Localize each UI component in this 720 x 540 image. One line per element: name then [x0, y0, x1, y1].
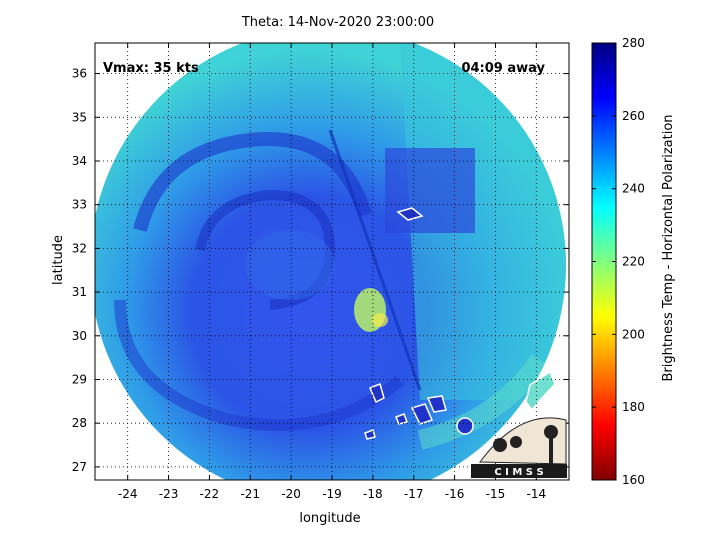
- edge-ring: [417, 354, 549, 450]
- x-axis-label: longitude: [299, 511, 360, 526]
- x-tick-label: -16: [445, 487, 465, 501]
- y-tick-label: 35: [72, 110, 87, 124]
- y-tick-label: 34: [72, 154, 87, 168]
- x-tick-label: -19: [322, 487, 342, 501]
- x-tick-label: -18: [363, 487, 383, 501]
- y-tick-label: 30: [72, 329, 87, 343]
- vmax-label: Vmax: 35 kts: [103, 61, 199, 76]
- gridlines: [95, 43, 569, 480]
- y-tick-label: 29: [72, 372, 87, 386]
- logo-tower-tank: [544, 425, 558, 439]
- logo-tower: [549, 438, 553, 464]
- colorbar-tick-label: 180: [622, 400, 645, 414]
- away-label: 04:09 away: [461, 61, 545, 76]
- x-tick-label: -23: [159, 487, 179, 501]
- colorbar-tick-label: 240: [622, 182, 645, 196]
- y-tick-label: 33: [72, 198, 87, 212]
- y-tick-label: 28: [72, 416, 87, 430]
- x-ticks: -24 -23 -22 -21 -20 -19 -18 -17 -16 -15 -14: [118, 43, 546, 501]
- scan-stripe: [328, 129, 422, 391]
- colorbar-tick-label: 200: [622, 327, 645, 341]
- island-1: [369, 382, 385, 404]
- logo-dish-1: [493, 438, 507, 452]
- warm-patch-core: [372, 313, 388, 327]
- canary-islands: [364, 207, 556, 440]
- colorbar-tick-label: 260: [622, 109, 645, 123]
- madeira-island: [396, 207, 424, 221]
- island-3: [395, 413, 408, 425]
- x-tick-label: -22: [200, 487, 220, 501]
- island-4: [410, 403, 434, 425]
- plot-title: Theta: 14-Nov-2020 23:00:00: [241, 15, 434, 30]
- x-tick-label: -24: [118, 487, 138, 501]
- y-ticks: 27 28 29 30 31 32 33 34 35 36: [72, 67, 569, 474]
- colorbar-tick-label: 280: [622, 36, 645, 50]
- rain-band-2: [114, 299, 404, 431]
- y-tick-label: 31: [72, 285, 87, 299]
- coast-outline: [525, 370, 556, 412]
- dark-swath: [385, 148, 475, 233]
- logo-bar: [471, 464, 567, 478]
- logo-text: C I M S S: [494, 467, 543, 478]
- cimss-logo: C I M S S: [471, 417, 567, 478]
- x-tick-label: -21: [240, 487, 260, 501]
- colorbar-tick-label: 220: [622, 255, 645, 269]
- storm-center: [245, 230, 335, 300]
- y-tick-label: 32: [72, 241, 87, 255]
- island-2: [364, 429, 376, 440]
- y-tick-label: 36: [72, 67, 87, 81]
- y-axis-label: latitude: [51, 235, 66, 285]
- island-5: [426, 395, 447, 413]
- x-tick-label: -14: [527, 487, 547, 501]
- colorbar-tick-label: 160: [622, 473, 645, 487]
- island-6: [456, 417, 474, 435]
- logo-dish-2: [510, 436, 522, 448]
- x-tick-label: -17: [404, 487, 424, 501]
- x-tick-label: -15: [486, 487, 506, 501]
- logo-dome: [479, 417, 567, 465]
- y-tick-label: 27: [72, 460, 87, 474]
- x-tick-label: -20: [281, 487, 301, 501]
- colorbar-ticks: 160 180 200 220 240 260 280: [592, 36, 645, 487]
- colorbar-label: Brightness Temp - Horizontal Polarizatio…: [661, 114, 676, 381]
